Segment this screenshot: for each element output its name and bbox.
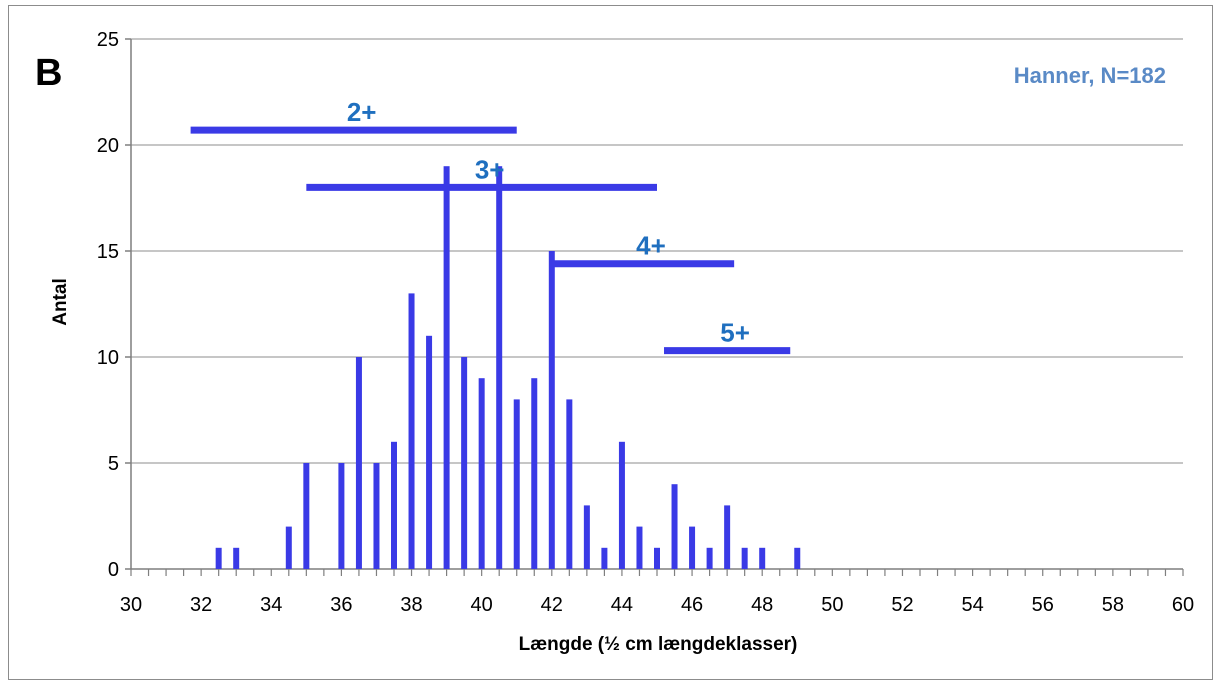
x-tick-label: 34 [260,594,282,616]
bar [338,463,345,569]
bar [513,399,520,569]
bar [373,463,380,569]
bar [583,505,590,569]
annotation-text: Hanner, N=182 [1014,63,1166,88]
x-tick-label: 58 [1102,594,1124,616]
x-tick-label: 46 [681,594,703,616]
bar [706,547,713,569]
bar [636,526,643,569]
y-tick-label: 0 [108,559,119,581]
bar [303,463,310,569]
y-tick-label: 25 [97,29,119,51]
bar [741,547,748,569]
bars [215,166,801,569]
y-tick-label: 20 [97,135,119,157]
age-range-label: 2+ [347,97,377,127]
x-tick-label: 30 [120,594,142,616]
bar [478,378,485,569]
x-tick-label: 32 [190,594,212,616]
age-range-label: 5+ [720,318,750,348]
bar [601,547,608,569]
axes: 0 5 10 15 20 25 30 32 34 36 38 40 42 44 46 48 50 52 54 56 58… [97,29,1194,616]
x-tick-label: 52 [891,594,913,616]
bar [531,378,538,569]
x-tick-label: 38 [400,594,422,616]
bar [461,357,468,569]
labels: B Hanner, N=182 Længde (½ cm længdeklass… [35,52,1166,655]
bar [724,505,731,569]
bar [671,484,678,569]
x-tick-label: 60 [1172,594,1194,616]
age-range-label: 4+ [636,231,666,261]
bar [426,335,433,569]
bar [794,547,801,569]
x-tick-label: 42 [541,594,563,616]
gridlines [131,38,1183,464]
age-range-label: 3+ [475,154,505,184]
x-tick-label: 36 [330,594,352,616]
age-ranges [190,126,791,355]
x-tick-label: 40 [471,594,493,616]
bar [654,547,660,569]
bar [355,357,362,569]
x-tick-label: 56 [1032,594,1054,616]
x-tick-label: 50 [821,594,843,616]
y-tick-label: 15 [97,241,119,263]
bar [618,441,625,569]
y-tick-label: 10 [97,347,119,369]
bar [496,166,503,569]
x-tick-label: 54 [961,594,983,616]
bar [391,441,397,569]
bar [759,547,766,569]
bar [443,166,450,569]
bar [408,293,415,569]
y-axis-title: Antal [50,278,71,326]
x-tick-label: 48 [751,594,773,616]
x-tick-label: 44 [611,594,633,616]
chart-frame [8,5,1213,680]
bar [548,251,555,569]
bar [689,526,696,569]
bar [233,547,240,569]
bar [215,547,222,569]
bar [285,526,292,569]
bar [566,399,573,569]
y-tick-label: 5 [108,453,119,475]
x-axis-title: Længde (½ cm længdeklasser) [519,634,798,655]
panel-label: B [35,52,62,94]
